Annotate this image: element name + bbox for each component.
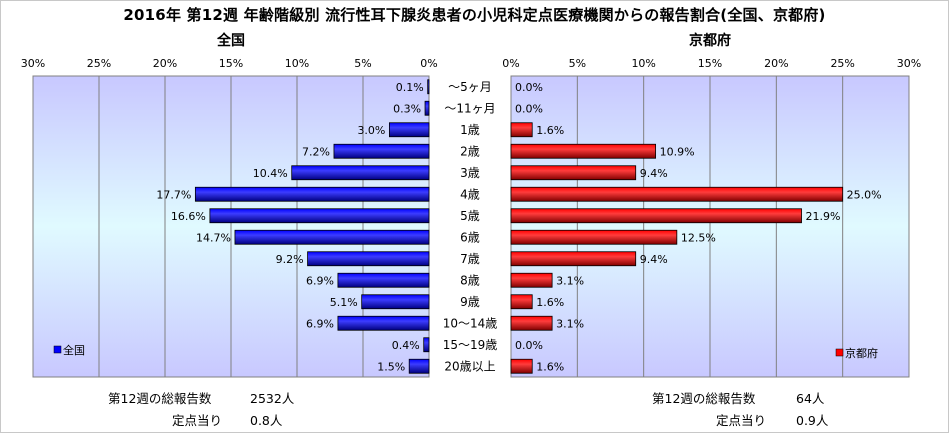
category-label: 4歳 bbox=[460, 187, 480, 201]
data-label-kyoto: 12.5% bbox=[681, 231, 716, 244]
data-label-national: 6.9% bbox=[306, 317, 334, 330]
bar-national bbox=[194, 186, 430, 202]
national-per-site-label: 定点当り bbox=[172, 413, 223, 428]
x-tick-label-kyoto: 5% bbox=[569, 57, 586, 70]
category-label: ～11ヶ月 bbox=[444, 101, 495, 115]
bar-national bbox=[307, 251, 430, 267]
data-label-national: 5.1% bbox=[330, 296, 358, 309]
national-total-value: 2532人 bbox=[250, 391, 295, 406]
data-label-national: 9.2% bbox=[276, 253, 304, 266]
bar-kyoto bbox=[510, 272, 553, 288]
category-label: 10～14歳 bbox=[443, 316, 498, 330]
legend-label-kyoto: 京都府 bbox=[845, 346, 878, 360]
panel-title-kyoto: 京都府 bbox=[689, 32, 731, 49]
x-tick-label-national: 10% bbox=[285, 57, 309, 70]
data-label-kyoto: 21.9% bbox=[806, 210, 841, 223]
data-label-national: 17.7% bbox=[156, 188, 191, 201]
x-tick-label-kyoto: 25% bbox=[830, 57, 854, 70]
category-label: 3歳 bbox=[460, 166, 480, 180]
national-total-label: 第12週の総報告数 bbox=[108, 391, 212, 406]
kyoto-per-site-label: 定点当り bbox=[716, 413, 767, 428]
bar-kyoto bbox=[510, 315, 553, 331]
data-label-kyoto: 1.6% bbox=[536, 296, 564, 309]
bar-national bbox=[291, 165, 430, 181]
category-label: 6歳 bbox=[460, 230, 480, 244]
category-label: 7歳 bbox=[460, 252, 480, 266]
data-label-kyoto: 9.4% bbox=[640, 253, 668, 266]
page-title: 2016年 第12週 年齢階級別 流行性耳下腺炎患者の小児科定点医療機関からの報… bbox=[123, 6, 826, 24]
kyoto-total-value: 64人 bbox=[796, 391, 825, 406]
x-tick-label-kyoto: 30% bbox=[897, 57, 921, 70]
data-label-national: 14.7% bbox=[196, 231, 231, 244]
data-label-kyoto: 25.0% bbox=[847, 188, 882, 201]
bar-kyoto bbox=[510, 186, 844, 202]
category-label: 20歳以上 bbox=[444, 359, 495, 373]
bar-kyoto bbox=[510, 251, 637, 267]
bar-kyoto bbox=[510, 122, 533, 138]
bar-national bbox=[209, 208, 430, 224]
x-tick-label-national: 0% bbox=[420, 57, 437, 70]
bar-kyoto bbox=[510, 294, 533, 310]
bar-national bbox=[361, 294, 430, 310]
category-label: 9歳 bbox=[460, 295, 480, 309]
data-label-kyoto: 0.0% bbox=[515, 81, 543, 94]
legend-swatch-kyoto bbox=[835, 348, 844, 357]
category-label: 8歳 bbox=[460, 273, 480, 287]
data-label-kyoto: 0.0% bbox=[515, 339, 543, 352]
category-label: ～5ヶ月 bbox=[448, 80, 492, 94]
bar-national bbox=[427, 79, 430, 95]
bar-national bbox=[234, 229, 430, 245]
panel-title-national: 全国 bbox=[216, 32, 245, 49]
x-tick-label-national: 25% bbox=[87, 57, 111, 70]
bar-national bbox=[423, 337, 430, 353]
bar-kyoto bbox=[510, 358, 533, 374]
x-tick-label-national: 30% bbox=[21, 57, 45, 70]
category-label: 5歳 bbox=[460, 209, 480, 223]
x-tick-label-kyoto: 0% bbox=[502, 57, 519, 70]
data-label-kyoto: 0.0% bbox=[515, 102, 543, 115]
data-label-kyoto: 9.4% bbox=[640, 167, 668, 180]
bar-national bbox=[337, 315, 430, 331]
bar-national bbox=[424, 100, 430, 116]
category-label: 1歳 bbox=[460, 123, 480, 137]
x-tick-label-kyoto: 15% bbox=[698, 57, 722, 70]
bar-kyoto bbox=[510, 143, 657, 159]
x-tick-label-kyoto: 20% bbox=[764, 57, 788, 70]
bar-kyoto bbox=[510, 165, 637, 181]
data-label-national: 1.5% bbox=[377, 360, 405, 373]
data-label-national: 7.2% bbox=[302, 145, 330, 158]
bar-national bbox=[388, 122, 430, 138]
bar-kyoto bbox=[510, 229, 678, 245]
data-label-national: 0.1% bbox=[396, 81, 424, 94]
data-label-kyoto: 10.9% bbox=[660, 145, 695, 158]
national-per-site-value: 0.8人 bbox=[250, 413, 283, 428]
data-label-kyoto: 3.1% bbox=[556, 274, 584, 287]
data-label-national: 3.0% bbox=[357, 124, 385, 137]
data-label-national: 0.3% bbox=[393, 102, 421, 115]
bar-national bbox=[333, 143, 430, 159]
data-label-kyoto: 1.6% bbox=[536, 360, 564, 373]
bar-kyoto bbox=[510, 208, 802, 224]
x-tick-label-national: 5% bbox=[354, 57, 371, 70]
bar-national bbox=[337, 272, 430, 288]
legend-swatch-national bbox=[53, 345, 62, 354]
kyoto-total-label: 第12週の総報告数 bbox=[652, 391, 756, 406]
x-tick-label-kyoto: 10% bbox=[631, 57, 655, 70]
x-tick-label-national: 15% bbox=[219, 57, 243, 70]
bar-national bbox=[408, 358, 430, 374]
x-tick-label-national: 20% bbox=[153, 57, 177, 70]
category-label: 2歳 bbox=[460, 144, 480, 158]
data-label-national: 16.6% bbox=[171, 210, 206, 223]
data-label-national: 6.9% bbox=[306, 274, 334, 287]
data-label-kyoto: 1.6% bbox=[536, 124, 564, 137]
kyoto-per-site-value: 0.9人 bbox=[796, 413, 829, 428]
category-label: 15～19歳 bbox=[443, 338, 498, 352]
legend-label-national: 全国 bbox=[63, 343, 85, 357]
data-label-national: 0.4% bbox=[392, 339, 420, 352]
data-label-kyoto: 3.1% bbox=[556, 317, 584, 330]
data-label-national: 10.4% bbox=[253, 167, 288, 180]
